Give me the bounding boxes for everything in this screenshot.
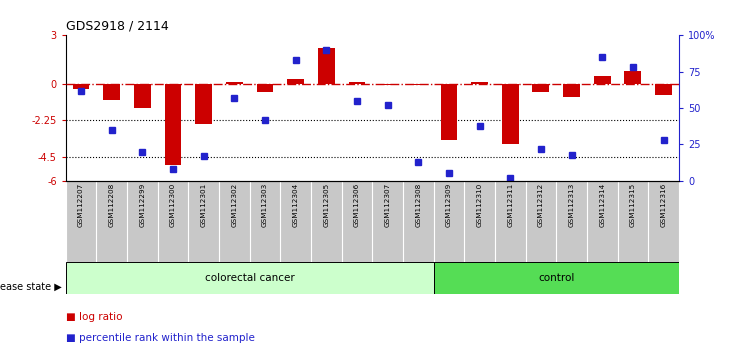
Text: GSM112303: GSM112303 xyxy=(262,183,268,227)
Bar xyxy=(563,84,580,97)
Text: GSM112309: GSM112309 xyxy=(446,183,452,227)
Text: GSM112311: GSM112311 xyxy=(507,183,513,227)
Bar xyxy=(471,82,488,84)
Bar xyxy=(655,84,672,95)
Text: GSM112304: GSM112304 xyxy=(293,183,299,227)
Text: GSM112305: GSM112305 xyxy=(323,183,329,227)
Text: GSM112299: GSM112299 xyxy=(139,183,145,227)
Bar xyxy=(379,84,396,85)
Bar xyxy=(434,262,679,294)
Bar xyxy=(348,82,366,84)
Bar xyxy=(103,84,120,100)
Text: ■ percentile rank within the sample: ■ percentile rank within the sample xyxy=(66,333,255,343)
Text: disease state ▶: disease state ▶ xyxy=(0,282,62,292)
Text: colorectal cancer: colorectal cancer xyxy=(205,273,294,282)
Bar xyxy=(287,79,304,84)
Text: GSM112316: GSM112316 xyxy=(661,183,666,227)
Bar xyxy=(164,84,182,165)
Text: GSM112314: GSM112314 xyxy=(599,183,605,227)
Text: ■ log ratio: ■ log ratio xyxy=(66,312,122,322)
Text: GDS2918 / 2114: GDS2918 / 2114 xyxy=(66,20,169,33)
Bar xyxy=(66,262,434,294)
Text: GSM112315: GSM112315 xyxy=(630,183,636,227)
Bar xyxy=(532,84,550,92)
Bar xyxy=(72,84,90,89)
Text: GSM112207: GSM112207 xyxy=(78,183,84,227)
Text: GSM112208: GSM112208 xyxy=(109,183,115,227)
Bar xyxy=(410,84,427,85)
Text: GSM112306: GSM112306 xyxy=(354,183,360,227)
Text: GSM112312: GSM112312 xyxy=(538,183,544,227)
Text: GSM112300: GSM112300 xyxy=(170,183,176,227)
Bar xyxy=(440,84,458,141)
Bar xyxy=(195,84,212,124)
Bar xyxy=(256,84,274,92)
Text: GSM112302: GSM112302 xyxy=(231,183,237,227)
Text: GSM112313: GSM112313 xyxy=(569,183,575,227)
Text: GSM112310: GSM112310 xyxy=(477,183,483,227)
Text: GSM112301: GSM112301 xyxy=(201,183,207,227)
Text: GSM112308: GSM112308 xyxy=(415,183,421,227)
Bar xyxy=(134,84,151,108)
Bar xyxy=(226,82,243,84)
Bar xyxy=(502,84,519,144)
Text: GSM112307: GSM112307 xyxy=(385,183,391,227)
Bar xyxy=(624,71,642,84)
Bar xyxy=(318,48,335,84)
Text: control: control xyxy=(538,273,575,282)
Bar xyxy=(593,76,611,84)
